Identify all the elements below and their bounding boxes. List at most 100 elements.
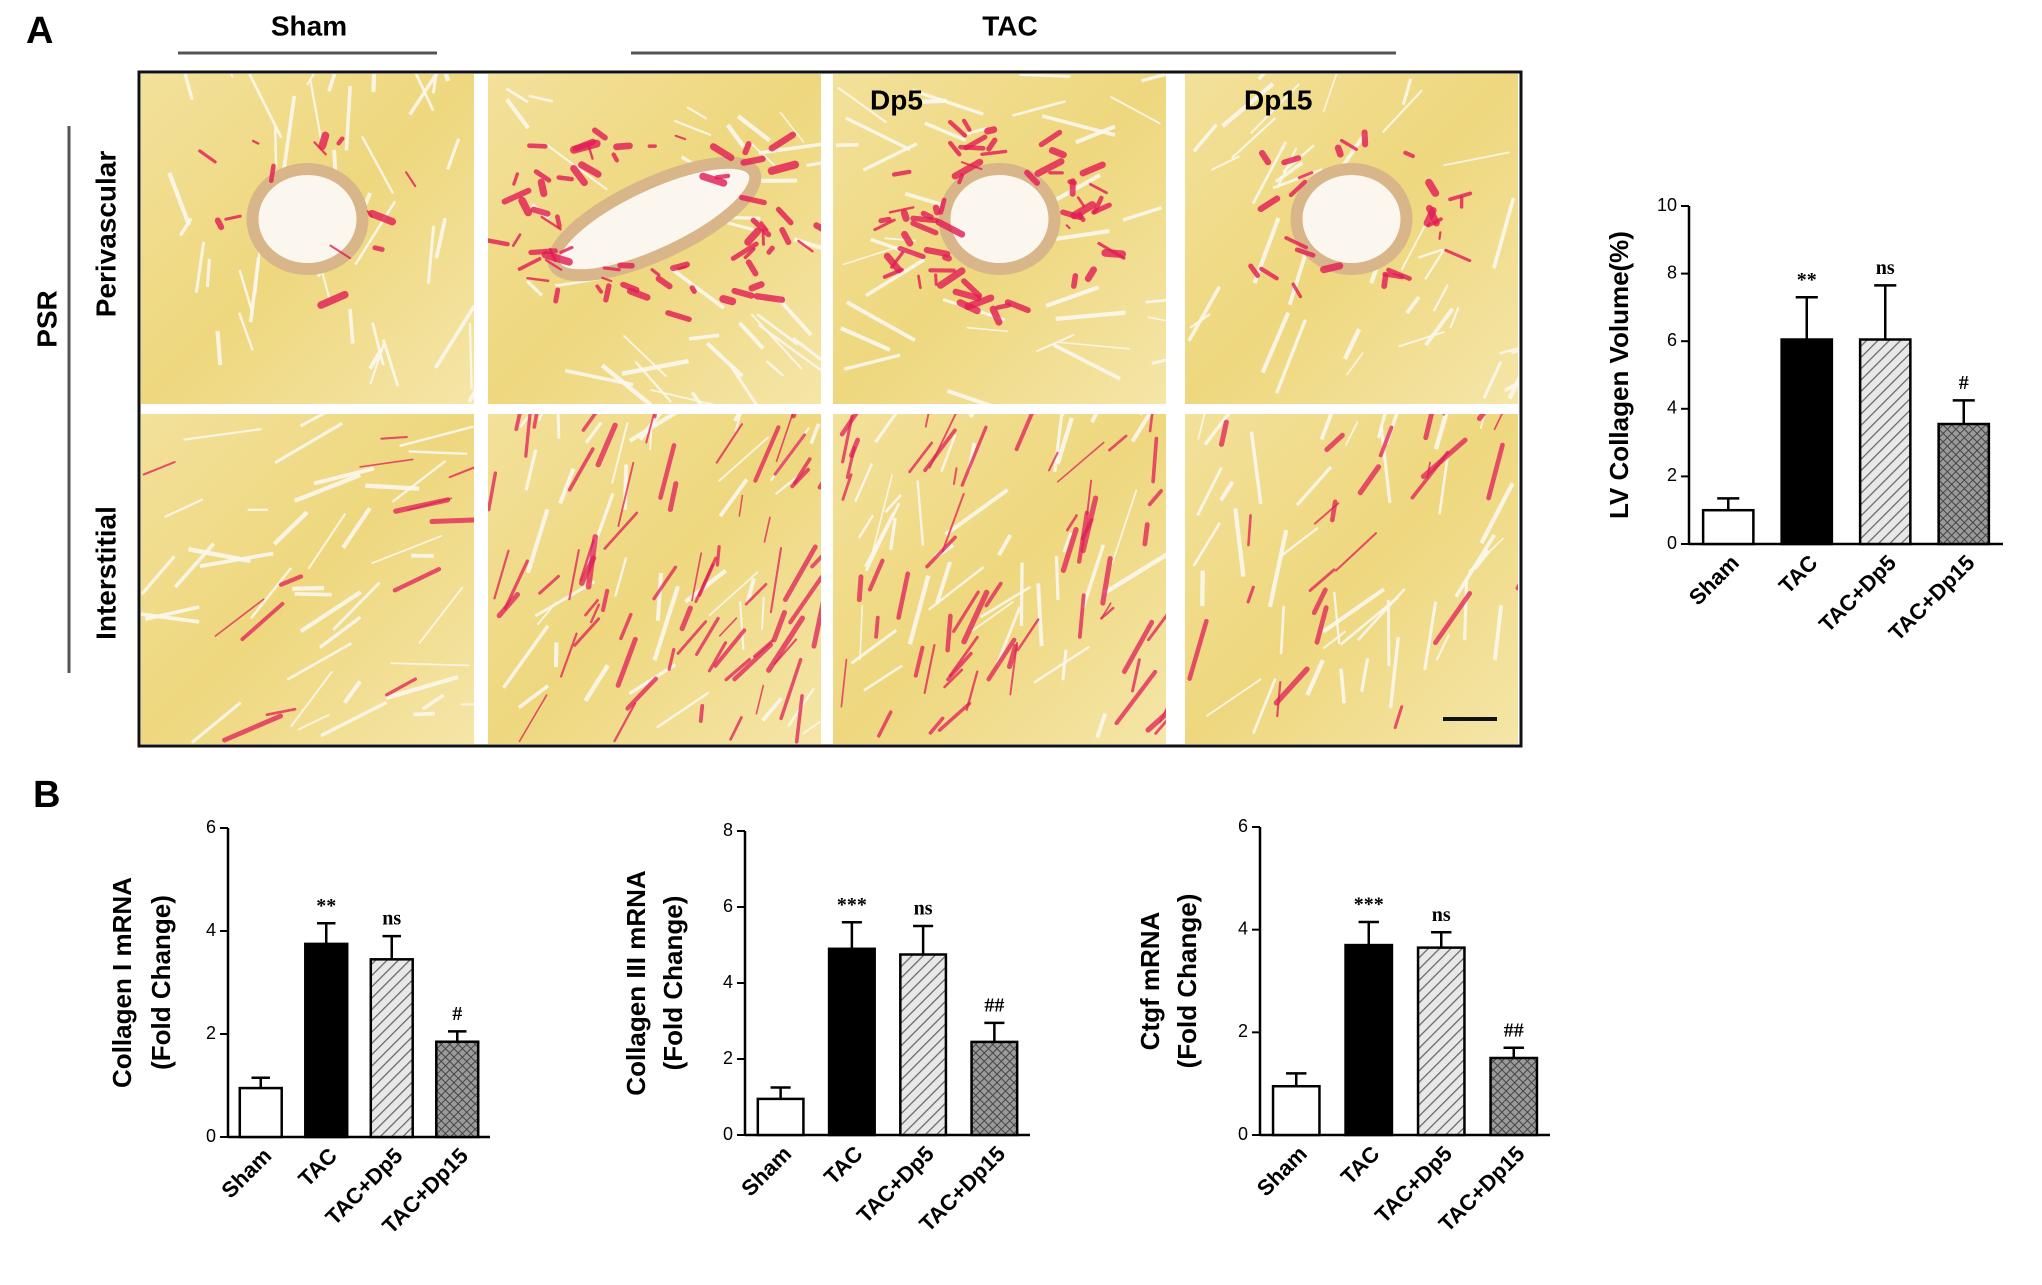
collagen [359,458,414,468]
y-tick-label: 6 [1238,816,1248,836]
y-axis-label: Collagen I mRNA [107,877,137,1088]
collagen [1361,129,1369,148]
gap [736,114,772,143]
gap [686,106,708,120]
collagen [503,559,529,611]
gap [408,450,468,455]
gap [293,473,362,503]
gap [342,680,362,705]
collagen [952,467,958,485]
gap [673,119,712,137]
gap [997,534,1013,557]
gap [761,596,765,630]
gap [655,572,664,621]
micrograph [488,74,821,404]
image-border [137,70,1523,748]
gap [1111,489,1138,565]
significance: ns [1432,904,1451,926]
gap [1433,414,1449,450]
gap [628,414,678,443]
collagen [1147,489,1163,507]
collagen [946,651,973,682]
collagen [1320,262,1344,274]
collagen [625,676,658,711]
gap [299,414,327,428]
gap [850,629,898,665]
gap [1382,89,1423,133]
gap [183,74,194,101]
collagen [488,238,510,247]
gap [199,551,274,569]
gap [863,664,903,692]
collagen [512,172,520,186]
collagen [524,414,532,458]
collagen [934,273,938,286]
bar [1271,1084,1321,1137]
gap [1499,347,1518,355]
image-label: Dp15 [1244,84,1312,115]
gap [690,391,703,404]
gap [1438,455,1449,515]
gap [1432,284,1449,312]
gap [1449,306,1460,329]
collagen [1281,155,1302,166]
gap [801,720,821,735]
y-tick-label: 0 [1667,533,1677,553]
collagen [553,287,561,304]
collagen [556,175,574,182]
y-tick-label: 0 [206,1126,216,1146]
collagen [882,267,904,279]
gap [1019,562,1024,626]
gap [313,466,375,486]
collagen [957,173,965,185]
collagen [530,206,551,217]
collagen [1314,605,1329,645]
gap [1267,529,1289,608]
x-tick-label: Sham [1684,550,1744,610]
gap [413,711,435,717]
tissue [1185,414,1518,744]
gap [194,241,206,293]
collagen [572,138,596,152]
y-tick-label: 4 [206,920,216,940]
gap [1388,637,1400,708]
collagen [1294,247,1316,258]
gap [332,581,381,631]
collagen [1257,195,1281,213]
gap [859,605,864,660]
gap [528,94,554,103]
collagen [1091,202,1112,215]
gap [1360,658,1370,692]
collagen [1329,499,1338,523]
gap [526,508,550,574]
collagen [695,616,720,656]
collagen [514,414,522,432]
gap [371,74,377,92]
collagen [788,575,821,625]
gap [688,333,720,341]
gap [414,74,435,112]
gap [845,300,916,343]
collagen [488,471,498,512]
collagen [278,574,304,587]
collagen [951,158,984,180]
y-tick-label: 8 [723,820,733,840]
collagen [1079,161,1106,177]
gap [517,684,550,710]
collagen [732,642,774,682]
significance: ns [914,898,933,920]
collagen [961,118,972,132]
gap [732,414,742,423]
significance: ns [382,908,401,930]
collagen [740,155,766,166]
collagen [1247,514,1252,547]
collagen [1147,613,1166,642]
gap [1055,310,1126,322]
gap [845,116,911,152]
gap [299,590,362,633]
gap [1036,583,1044,647]
collagen [768,131,797,152]
collagen [995,302,1012,310]
gap [583,664,610,703]
collagen [960,425,988,487]
